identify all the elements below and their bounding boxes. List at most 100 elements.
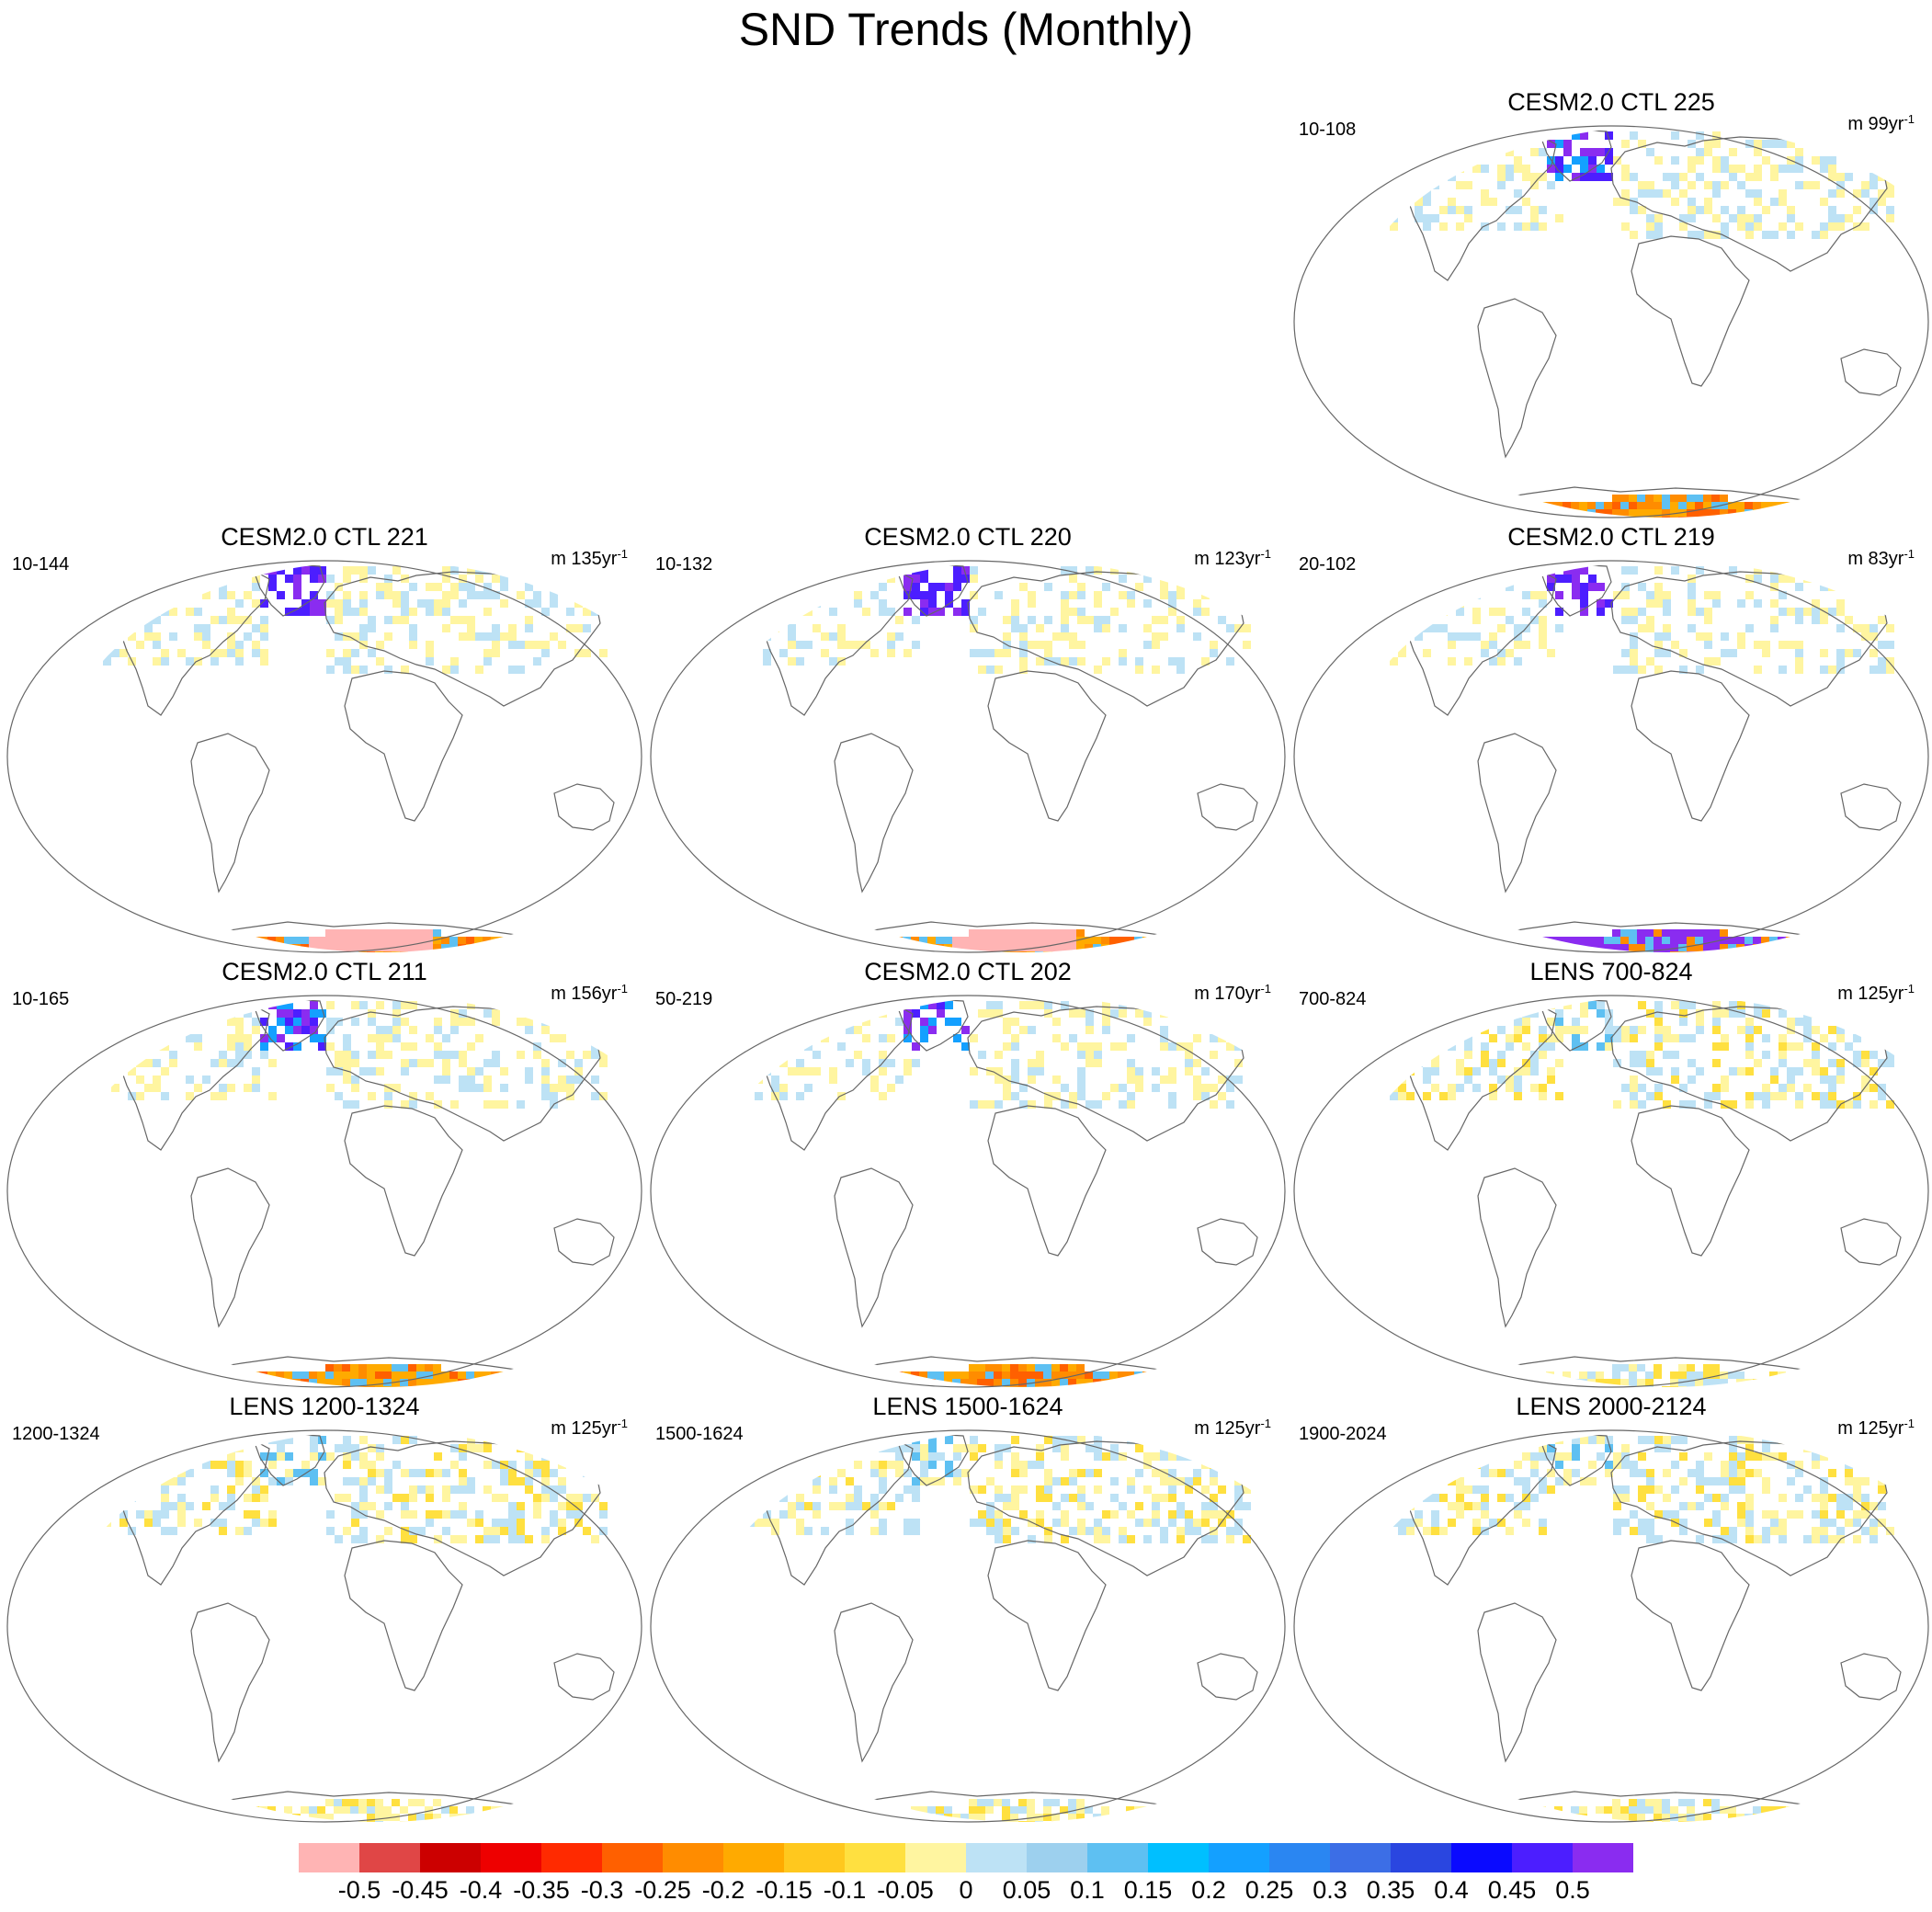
- colorbar: [299, 1843, 1633, 1872]
- coastline-south-america: [1477, 1602, 1557, 1763]
- map-boundary: [1293, 995, 1929, 1388]
- map-panel-ctl-202: CESM2.0 CTL 202 50-219 m 170yr-1: [646, 957, 1290, 1389]
- snow-trend-cells: [1390, 1001, 1894, 1387]
- colorbar-tick-label: 0.25: [1244, 1876, 1294, 1904]
- panel-unit-label: m 135yr-1: [551, 548, 628, 570]
- colorbar-box: [541, 1843, 602, 1872]
- coastline-africa: [1631, 1105, 1750, 1257]
- colorbar-box: [602, 1843, 663, 1872]
- coastline-africa: [344, 670, 463, 822]
- coastline-eurasia: [324, 1440, 601, 1576]
- map-boundary: [650, 1429, 1286, 1823]
- snow-trend-cells: [103, 566, 608, 952]
- colorbar-tick-label: 0.4: [1434, 1876, 1469, 1904]
- coastline-south-america: [834, 733, 914, 893]
- panel-unit-text: m 123yr: [1194, 549, 1261, 569]
- world-map: [650, 995, 1286, 1388]
- world-map: [650, 1429, 1286, 1823]
- coastline-eurasia: [967, 1440, 1244, 1576]
- colorbar-box: [359, 1843, 420, 1872]
- panel-unit-label: m 83yr-1: [1847, 548, 1915, 570]
- snow-trend-cells: [1390, 1436, 1894, 1822]
- colorbar-tick-label: 0.05: [1002, 1876, 1051, 1904]
- panel-unit-exponent: -1: [1904, 112, 1915, 126]
- map-boundary: [1293, 560, 1929, 953]
- map-boundary: [6, 995, 642, 1388]
- coastline-eurasia: [1610, 1006, 1888, 1142]
- coastline-africa: [987, 1540, 1107, 1691]
- colorbar-tick-label: -0.25: [634, 1876, 691, 1904]
- panel-title: LENS 1200-1324: [229, 1393, 420, 1420]
- panel-period-label: 1900-2024: [1299, 1424, 1387, 1444]
- panel-unit-text: m 125yr: [1837, 984, 1904, 1004]
- coastline-south-america: [190, 733, 270, 893]
- panel-unit-exponent: -1: [1904, 547, 1915, 561]
- panel-unit-label: m 99yr-1: [1847, 113, 1915, 135]
- panel-title: CESM2.0 CTL 202: [864, 958, 1072, 985]
- colorbar-tick-label: -0.5: [337, 1876, 381, 1904]
- panel-unit-label: m 125yr-1: [1837, 1417, 1915, 1440]
- coastline-africa: [1631, 235, 1750, 387]
- panel-unit-exponent: -1: [1260, 1417, 1271, 1430]
- colorbar-tick-label: 0.2: [1191, 1876, 1226, 1904]
- panel-unit-text: m 99yr: [1847, 114, 1904, 134]
- colorbar-box: [1573, 1843, 1633, 1872]
- map-boundary: [6, 1429, 642, 1823]
- colorbar-box: [1330, 1843, 1391, 1872]
- coastline-eurasia: [324, 571, 601, 707]
- panel-unit-text: m 125yr: [1194, 1418, 1261, 1439]
- snow-trend-cells: [746, 1436, 1251, 1822]
- colorbar-box: [481, 1843, 541, 1872]
- snow-trend-cells: [746, 1001, 1251, 1387]
- coastline-australia: [1197, 1653, 1258, 1701]
- map-panel-ctl-219: CESM2.0 CTL 219 20-102 m 83yr-1: [1290, 522, 1932, 954]
- map-boundary: [650, 560, 1286, 953]
- coastline-eurasia: [967, 1006, 1244, 1142]
- colorbar-box: [1027, 1843, 1087, 1872]
- colorbar-box: [905, 1843, 966, 1872]
- snow-trend-cells: [103, 1001, 608, 1387]
- colorbar-tick-label: -0.3: [580, 1876, 624, 1904]
- coastline-africa: [1631, 670, 1750, 822]
- colorbar-box: [784, 1843, 845, 1872]
- map-panel-ctl-211: CESM2.0 CTL 211 10-165 m 156yr-1: [3, 957, 646, 1389]
- panel-unit-text: m 125yr: [551, 1418, 618, 1439]
- coastline-south-america: [190, 1167, 270, 1328]
- colorbar-box: [1148, 1843, 1209, 1872]
- coastline-australia: [553, 1653, 615, 1701]
- colorbar-tick-label: 0: [959, 1876, 973, 1904]
- map-boundary: [1293, 1429, 1929, 1823]
- world-map: [6, 560, 642, 953]
- coastline-eurasia: [967, 571, 1244, 707]
- colorbar-tick-label: 0.15: [1123, 1876, 1173, 1904]
- map-panel-ctl-220: CESM2.0 CTL 220 10-132 m 123yr-1: [646, 522, 1290, 954]
- coastline-australia: [1840, 1653, 1902, 1701]
- world-map: [6, 1429, 642, 1823]
- coastline-africa: [987, 1105, 1107, 1257]
- coastline-south-america: [190, 1602, 270, 1763]
- coastline-australia: [1197, 1218, 1258, 1266]
- panel-period-label: 20-102: [1299, 554, 1357, 575]
- coastline-australia: [553, 783, 615, 831]
- colorbar-tick-label: 0.5: [1555, 1876, 1590, 1904]
- snow-trend-cells: [746, 566, 1251, 952]
- coastline-australia: [1840, 1218, 1902, 1266]
- panel-unit-text: m 156yr: [551, 984, 618, 1004]
- snow-trend-cells: [1390, 566, 1894, 952]
- world-map: [1293, 560, 1929, 953]
- panel-title: CESM2.0 CTL 221: [221, 523, 428, 551]
- panel-unit-text: m 135yr: [551, 549, 618, 569]
- coastline-south-america: [1477, 733, 1557, 893]
- coastline-eurasia: [1610, 136, 1888, 272]
- colorbar-labels: -0.5 -0.45 -0.4 -0.35 -0.3 -0.25 -0.2 -0.15 -0.1…: [299, 1875, 1633, 1912]
- map-boundary: [650, 995, 1286, 1388]
- panel-period-label: 50-219: [655, 989, 713, 1009]
- colorbar-tick-label: -0.4: [459, 1876, 503, 1904]
- colorbar-box: [723, 1843, 784, 1872]
- snow-trend-cells: [103, 1436, 608, 1822]
- panel-unit-label: m 125yr-1: [551, 1417, 628, 1440]
- coastline-eurasia: [1610, 571, 1888, 707]
- world-map: [650, 560, 1286, 953]
- world-map: [1293, 995, 1929, 1388]
- coastline-south-america: [834, 1602, 914, 1763]
